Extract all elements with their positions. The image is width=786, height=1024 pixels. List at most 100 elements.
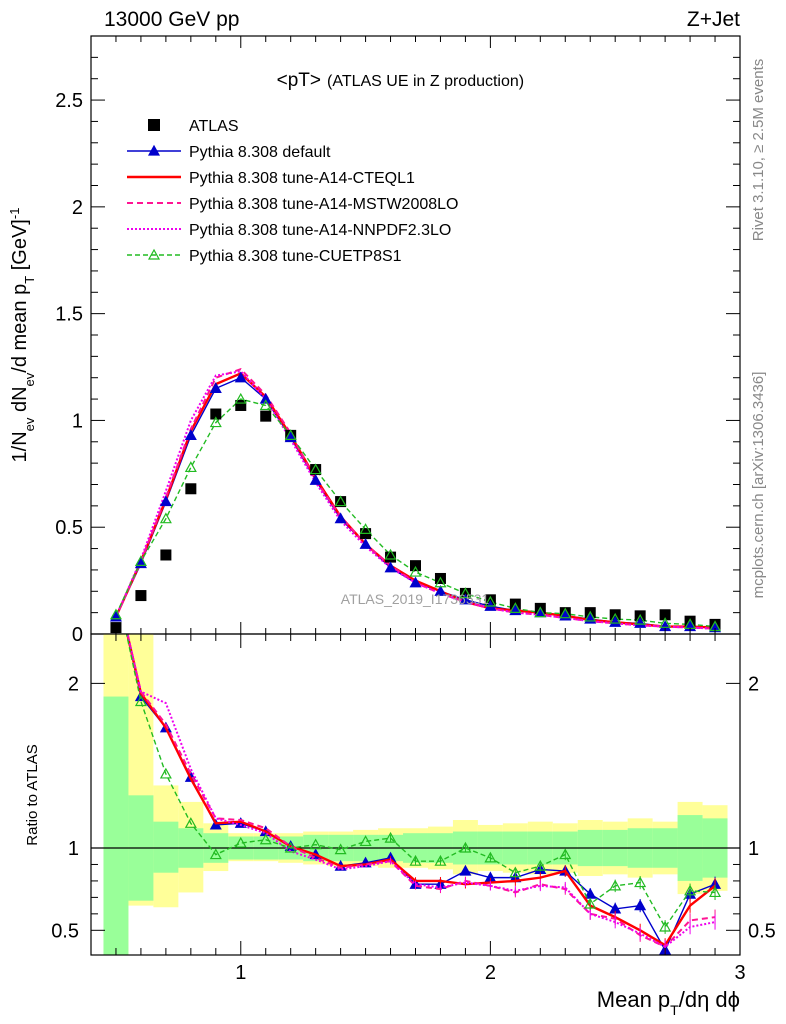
marker-cuetp8s1 bbox=[459, 587, 472, 599]
ratio-marker-cuetp8s1 bbox=[559, 848, 572, 860]
marker-cuetp8s1 bbox=[434, 576, 447, 588]
x-tick-label: 1 bbox=[235, 962, 246, 984]
marker-cuetp8s1 bbox=[184, 461, 197, 473]
legend-label: Pythia 8.308 default bbox=[189, 144, 331, 161]
marker-default bbox=[609, 616, 622, 627]
marker-cuetp8s1 bbox=[334, 495, 347, 507]
ratio-marker-cuetp8s1 bbox=[459, 841, 472, 853]
y-axis-label-bottom: Ratio to ATLAS bbox=[24, 744, 41, 845]
y-tick-label: 0.5 bbox=[55, 517, 83, 539]
x-tick-label: 2 bbox=[485, 962, 496, 984]
marker-cuetp8s1 bbox=[584, 610, 597, 622]
legend: ATLAS Pythia 8.308 default Pythia 8.308 tu… bbox=[127, 118, 458, 265]
marker-default bbox=[634, 617, 647, 628]
legend-label: Pythia 8.308 tune-CUETP8S1 bbox=[189, 248, 402, 265]
legend-item: Pythia 8.308 default bbox=[127, 144, 331, 161]
data-point-atlas bbox=[385, 551, 397, 563]
ratio-marker-cuetp8s1 bbox=[384, 831, 397, 843]
ratio-marker-cuetp8s1 bbox=[309, 838, 322, 850]
marker-default bbox=[359, 538, 372, 549]
legend-marker-atlas bbox=[148, 119, 160, 131]
ratio-y-tick-label: 1 bbox=[68, 838, 79, 860]
y-tick-label: 0 bbox=[72, 624, 83, 646]
legend-marker-cuetp8s1 bbox=[147, 248, 161, 260]
data-point-atlas bbox=[235, 399, 247, 411]
ratio-y-tick-label: 0.5 bbox=[51, 920, 79, 942]
marker-cuetp8s1 bbox=[284, 429, 297, 440]
y-tick-label: 2 bbox=[72, 197, 83, 219]
marker-cuetp8s1 bbox=[134, 555, 147, 566]
data-point-atlas bbox=[110, 622, 122, 634]
ratio-marker-cuetp8s1 bbox=[484, 851, 497, 863]
data-point-atlas bbox=[160, 549, 172, 561]
legend-label: ATLAS bbox=[189, 118, 239, 135]
marker-cuetp8s1 bbox=[484, 595, 497, 607]
ratio-marker-default bbox=[634, 899, 647, 911]
marker-cuetp8s1 bbox=[359, 523, 372, 534]
ratio-marker-cuetp8s1 bbox=[209, 848, 222, 860]
ratio-marker-cuetp8s1 bbox=[434, 854, 447, 866]
side-label-top: Rivet 3.1.10, ≥ 2.5M events bbox=[750, 59, 767, 242]
series-line-cuetp8s1 bbox=[115, 398, 716, 628]
ratio-marker-cuetp8s1 bbox=[709, 886, 722, 898]
marker-default bbox=[209, 382, 222, 393]
ratio-marker-cuetp8s1 bbox=[159, 767, 172, 779]
marker-cuetp8s1 bbox=[559, 607, 572, 619]
ratio-marker-cuetp8s1 bbox=[359, 835, 372, 847]
marker-default bbox=[434, 585, 447, 596]
marker-cuetp8s1 bbox=[384, 548, 397, 560]
ratio-marker-cuetp8s1 bbox=[234, 836, 247, 848]
legend-marker-default bbox=[147, 144, 161, 156]
ratio-plot: 0.5 0.5 1 1 2 2 1 2 3 bbox=[51, 580, 776, 984]
data-point-atlas bbox=[210, 408, 222, 420]
marker-default bbox=[259, 392, 272, 404]
legend-item: Pythia 8.308 tune-A14-CTEQL1 bbox=[127, 170, 415, 187]
y-tick-label: 2.5 bbox=[55, 90, 83, 112]
data-point-atlas bbox=[260, 410, 272, 422]
marker-cuetp8s1 bbox=[659, 617, 672, 628]
marker-default bbox=[384, 561, 397, 573]
y-axis-label-top: 1/Nev dNev/d mean pT [GeV]-1 bbox=[7, 208, 37, 463]
watermark: ATLAS_2019_I1736531 bbox=[341, 591, 490, 607]
header-right: Z+Jet bbox=[687, 8, 740, 31]
ratio-marker-cuetp8s1 bbox=[584, 897, 597, 909]
ratio-marker-cuetp8s1 bbox=[659, 920, 672, 932]
ratio-marker-cuetp8s1 bbox=[111, 580, 121, 589]
data-point-atlas bbox=[335, 496, 347, 508]
ratio-y-tick-label-right: 0.5 bbox=[748, 920, 776, 942]
legend-label: Pythia 8.308 tune-A14-CTEQL1 bbox=[189, 170, 415, 187]
ratio-marker-default bbox=[459, 864, 472, 876]
ratio-marker-cuetp8s1 bbox=[184, 817, 197, 828]
ratio-marker-cuetp8s1 bbox=[134, 695, 147, 707]
marker-cuetp8s1 bbox=[209, 416, 222, 428]
legend-item: Pythia 8.308 tune-A14-NNPDF2.3LO bbox=[127, 222, 451, 239]
marker-default bbox=[334, 512, 347, 524]
marker-cuetp8s1 bbox=[159, 512, 172, 524]
data-point-atlas bbox=[310, 464, 322, 476]
data-point-atlas bbox=[135, 590, 147, 602]
series-line-cteql1 bbox=[114, 372, 716, 629]
marker-default bbox=[184, 429, 197, 440]
marker-cuetp8s1 bbox=[109, 608, 122, 620]
ratio-marker-cuetp8s1 bbox=[334, 843, 347, 855]
marker-default bbox=[159, 495, 172, 507]
y-tick-label: 1.5 bbox=[55, 304, 83, 326]
legend-item: ATLAS bbox=[148, 118, 239, 135]
data-point-atlas bbox=[484, 594, 496, 606]
ratio-marker-cuetp8s1 bbox=[259, 833, 272, 845]
data-point-atlas bbox=[459, 587, 471, 599]
ratio-marker-cuetp8s1 bbox=[509, 866, 522, 878]
y-tick-label: 1 bbox=[72, 410, 83, 432]
ratio-marker-cuetp8s1 bbox=[534, 859, 547, 871]
legend-item: Pythia 8.308 tune-A14-MSTW2008LO bbox=[127, 196, 458, 213]
ratio-marker-default bbox=[111, 580, 121, 589]
ratio-marker-cuetp8s1 bbox=[609, 879, 622, 891]
ratio-marker-cuetp8s1 bbox=[284, 841, 297, 853]
legend-label: Pythia 8.308 tune-A14-MSTW2008LO bbox=[189, 196, 458, 213]
x-axis-label: Mean pT/dη dϕ bbox=[597, 987, 740, 1018]
header-left: 13000 GeV pp bbox=[104, 8, 239, 31]
ratio-marker-cuetp8s1 bbox=[634, 876, 647, 888]
marker-default bbox=[459, 593, 472, 605]
legend-label: Pythia 8.308 tune-A14-NNPDF2.3LO bbox=[189, 222, 451, 239]
x-tick-label: 3 bbox=[734, 962, 745, 984]
